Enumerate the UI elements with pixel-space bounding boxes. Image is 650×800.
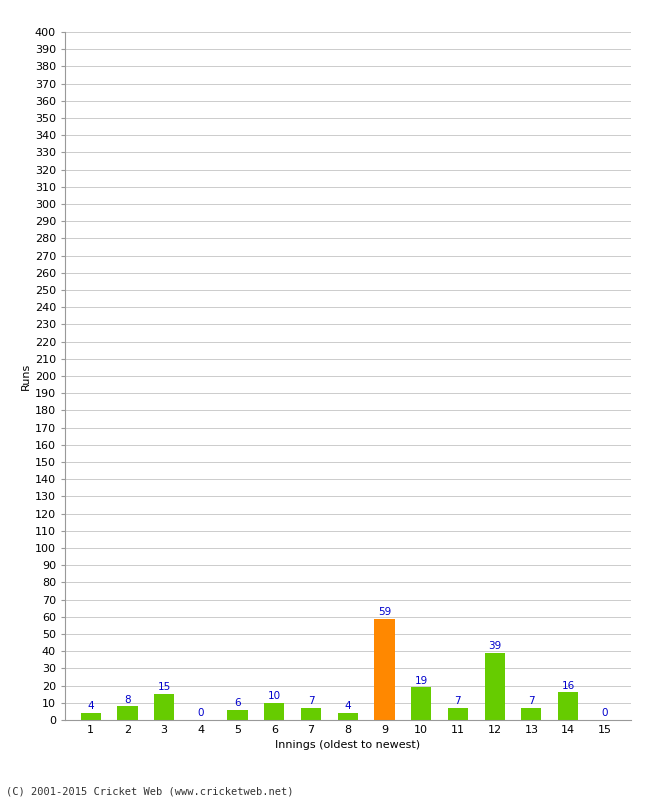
Bar bbox=[154, 694, 174, 720]
X-axis label: Innings (oldest to newest): Innings (oldest to newest) bbox=[275, 741, 421, 750]
Bar bbox=[264, 702, 285, 720]
Text: 0: 0 bbox=[601, 708, 608, 718]
Text: 7: 7 bbox=[454, 696, 462, 706]
Bar bbox=[558, 693, 578, 720]
Text: 7: 7 bbox=[307, 696, 315, 706]
Bar bbox=[448, 708, 468, 720]
Bar bbox=[411, 687, 432, 720]
Y-axis label: Runs: Runs bbox=[21, 362, 31, 390]
Bar bbox=[118, 706, 138, 720]
Bar bbox=[227, 710, 248, 720]
Bar bbox=[81, 713, 101, 720]
Bar bbox=[337, 713, 358, 720]
Text: 6: 6 bbox=[234, 698, 241, 708]
Bar bbox=[301, 708, 321, 720]
Text: 16: 16 bbox=[562, 681, 575, 690]
Text: 10: 10 bbox=[268, 691, 281, 701]
Bar bbox=[521, 708, 541, 720]
Text: 4: 4 bbox=[344, 702, 351, 711]
Text: 19: 19 bbox=[415, 675, 428, 686]
Text: 59: 59 bbox=[378, 606, 391, 617]
Text: 39: 39 bbox=[488, 642, 501, 651]
Text: 0: 0 bbox=[198, 708, 204, 718]
Bar bbox=[484, 653, 505, 720]
Bar bbox=[374, 618, 395, 720]
Text: (C) 2001-2015 Cricket Web (www.cricketweb.net): (C) 2001-2015 Cricket Web (www.cricketwe… bbox=[6, 786, 294, 796]
Text: 15: 15 bbox=[157, 682, 171, 693]
Text: 8: 8 bbox=[124, 694, 131, 705]
Text: 7: 7 bbox=[528, 696, 535, 706]
Text: 4: 4 bbox=[87, 702, 94, 711]
